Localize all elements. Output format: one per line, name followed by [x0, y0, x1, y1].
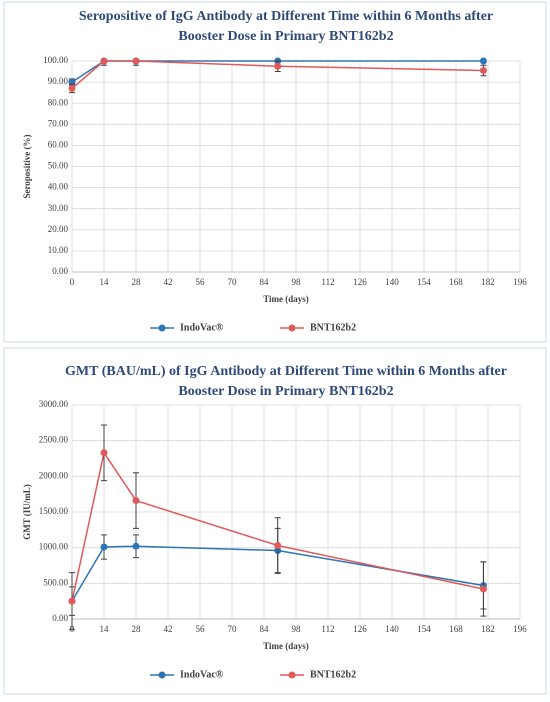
chart-title: Booster Dose in Primary BNT162b2	[178, 384, 393, 399]
x-tick-label: 140	[385, 624, 399, 634]
data-point	[100, 449, 108, 457]
y-tick-label: 1000.00	[39, 542, 69, 552]
x-tick-label: 84	[260, 624, 270, 634]
x-tick-label: 98	[292, 277, 302, 287]
y-tick-label: 80.00	[48, 97, 69, 107]
y-tick-label: 2000.00	[39, 470, 69, 480]
data-point	[479, 66, 487, 74]
x-tick-label: 56	[196, 624, 206, 634]
x-tick-label: 140	[385, 277, 399, 287]
y-tick-label: 3000.00	[39, 399, 69, 409]
y-tick-label: 20.00	[48, 224, 69, 234]
chart-title: Booster Dose in Primary BNT162b2	[178, 29, 393, 44]
y-axis-label: GMT (IU/mL)	[22, 484, 32, 540]
x-tick-label: 182	[481, 277, 495, 287]
data-point	[100, 543, 108, 551]
legend-marker	[158, 324, 166, 332]
x-tick-label: 196	[513, 624, 527, 634]
y-tick-label: 30.00	[48, 203, 69, 213]
y-tick-label: 10.00	[48, 245, 69, 255]
x-tick-label: 70	[228, 277, 238, 287]
x-tick-label: 70	[228, 624, 238, 634]
data-point	[132, 542, 140, 550]
x-tick-label: 112	[321, 624, 334, 634]
legend-marker	[288, 671, 296, 679]
y-tick-label: 100.00	[43, 55, 68, 65]
x-tick-label: 0	[70, 277, 75, 287]
y-tick-label: 2500.00	[39, 435, 69, 445]
panel	[3, 1, 547, 343]
x-axis-label: Time (days)	[263, 294, 309, 304]
data-point	[100, 57, 108, 65]
x-tick-label: 56	[196, 277, 206, 287]
y-tick-label: 0.00	[52, 613, 68, 623]
x-tick-label: 196	[513, 277, 527, 287]
chart-title: Seropositive of IgG Antibody at Differen…	[79, 9, 493, 24]
data-point	[274, 542, 282, 550]
data-point	[274, 62, 282, 70]
x-tick-label: 14	[100, 277, 110, 287]
x-tick-label: 126	[353, 624, 367, 634]
legend-marker	[158, 671, 166, 679]
legend-label: BNT162b2	[310, 322, 356, 333]
data-point	[68, 84, 76, 92]
y-tick-label: 1500.00	[39, 506, 69, 516]
chart-title: GMT (BAU/mL) of IgG Antibody at Differen…	[65, 364, 507, 379]
x-tick-label: 42	[164, 624, 173, 634]
panel	[3, 347, 547, 695]
x-tick-label: 154	[417, 624, 431, 634]
y-tick-label: 40.00	[48, 182, 69, 192]
x-tick-label: 168	[449, 277, 463, 287]
x-tick-label: 28	[132, 277, 142, 287]
legend-label: IndoVac®	[180, 669, 224, 680]
x-tick-label: 14	[100, 624, 110, 634]
data-point	[68, 597, 76, 605]
y-tick-label: 50.00	[48, 161, 69, 171]
legend-label: BNT162b2	[310, 669, 356, 680]
y-tick-label: 500.00	[43, 577, 68, 587]
x-tick-label: 126	[353, 277, 367, 287]
y-tick-label: 70.00	[48, 118, 69, 128]
x-tick-label: 98	[292, 624, 302, 634]
x-axis-label: Time (days)	[263, 641, 309, 651]
y-tick-label: 90.00	[48, 76, 69, 86]
legend-marker	[288, 324, 296, 332]
x-tick-label: 154	[417, 277, 431, 287]
x-tick-label: 182	[481, 624, 495, 634]
x-tick-label: 112	[321, 277, 334, 287]
x-tick-label: 28	[132, 624, 142, 634]
y-tick-label: 60.00	[48, 139, 69, 149]
x-tick-label: 42	[164, 277, 173, 287]
x-tick-label: 168	[449, 624, 463, 634]
y-axis-label: Seropositive (%)	[22, 134, 32, 198]
data-point	[479, 57, 487, 65]
x-tick-label: 84	[260, 277, 270, 287]
legend-label: IndoVac®	[180, 322, 224, 333]
y-tick-label: 0.00	[52, 266, 68, 276]
data-point	[132, 57, 140, 65]
data-point	[132, 497, 140, 505]
data-point	[479, 585, 487, 593]
